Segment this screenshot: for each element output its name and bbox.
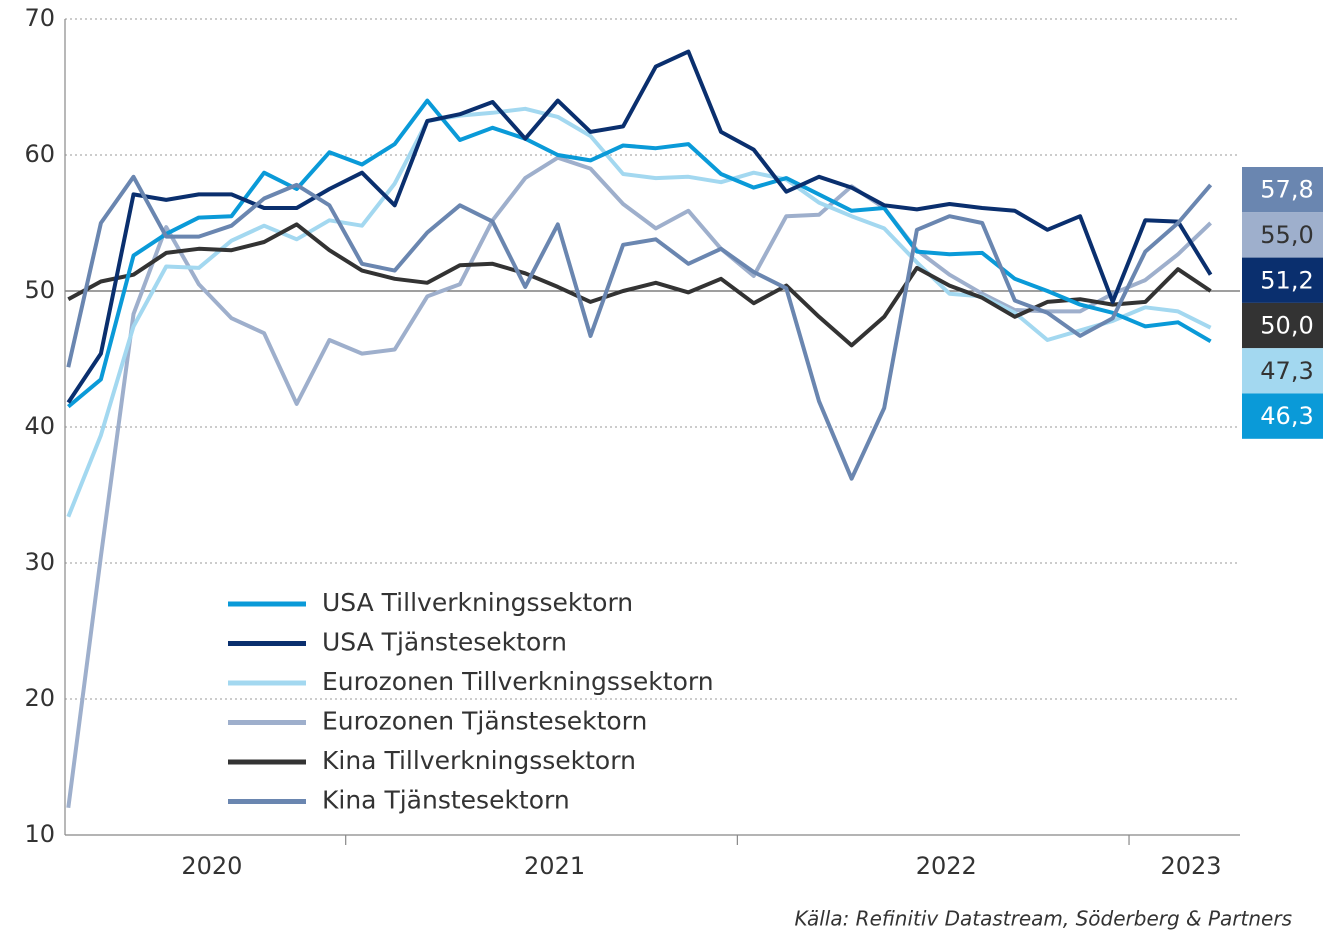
end-label: 55,0	[1260, 221, 1313, 249]
end-label-box	[1242, 167, 1323, 213]
y-tick-label: 50	[24, 276, 55, 304]
y-tick-label: 30	[24, 548, 55, 576]
y-tick-label: 10	[24, 820, 55, 848]
end-label-box	[1242, 212, 1323, 258]
series-line	[66, 49, 1213, 404]
end-label-box	[1242, 348, 1323, 394]
end-label: 47,3	[1260, 357, 1313, 385]
y-tick-label: 40	[24, 412, 55, 440]
end-label: 51,2	[1260, 266, 1313, 294]
y-tick-label: 70	[24, 4, 55, 32]
legend-label: Eurozonen Tillverkningssektorn	[322, 667, 714, 696]
x-group-label: 2020	[181, 852, 242, 880]
series-line	[67, 222, 1212, 348]
x-group-label: 2023	[1161, 852, 1222, 880]
x-group-label: 2021	[524, 852, 585, 880]
end-label-box	[1242, 302, 1323, 349]
end-label: 57,8	[1260, 176, 1313, 204]
legend-label: Kina Tillverkningssektorn	[322, 746, 636, 775]
end-label: 50,0	[1260, 312, 1313, 340]
end-label: 46,3	[1260, 402, 1313, 430]
series-line	[66, 106, 1212, 518]
end-label-box	[1242, 257, 1323, 303]
series-line	[66, 155, 1212, 809]
series-line	[67, 98, 1212, 409]
series-line	[66, 174, 1213, 481]
y-tick-label: 60	[24, 140, 55, 168]
y-tick-label: 20	[24, 684, 55, 712]
legend-label: USA Tjänstesektorn	[322, 628, 567, 657]
x-group-label: 2022	[916, 852, 977, 880]
legend-label: Kina Tjänstesektorn	[322, 786, 570, 815]
source: Källa: Refinitiv Datastream, Söderberg &…	[795, 907, 1292, 931]
legend-label: Eurozonen Tjänstesektorn	[322, 707, 647, 736]
end-label-box	[1242, 393, 1323, 439]
legend-label: USA Tillverkningssektorn	[322, 588, 633, 617]
